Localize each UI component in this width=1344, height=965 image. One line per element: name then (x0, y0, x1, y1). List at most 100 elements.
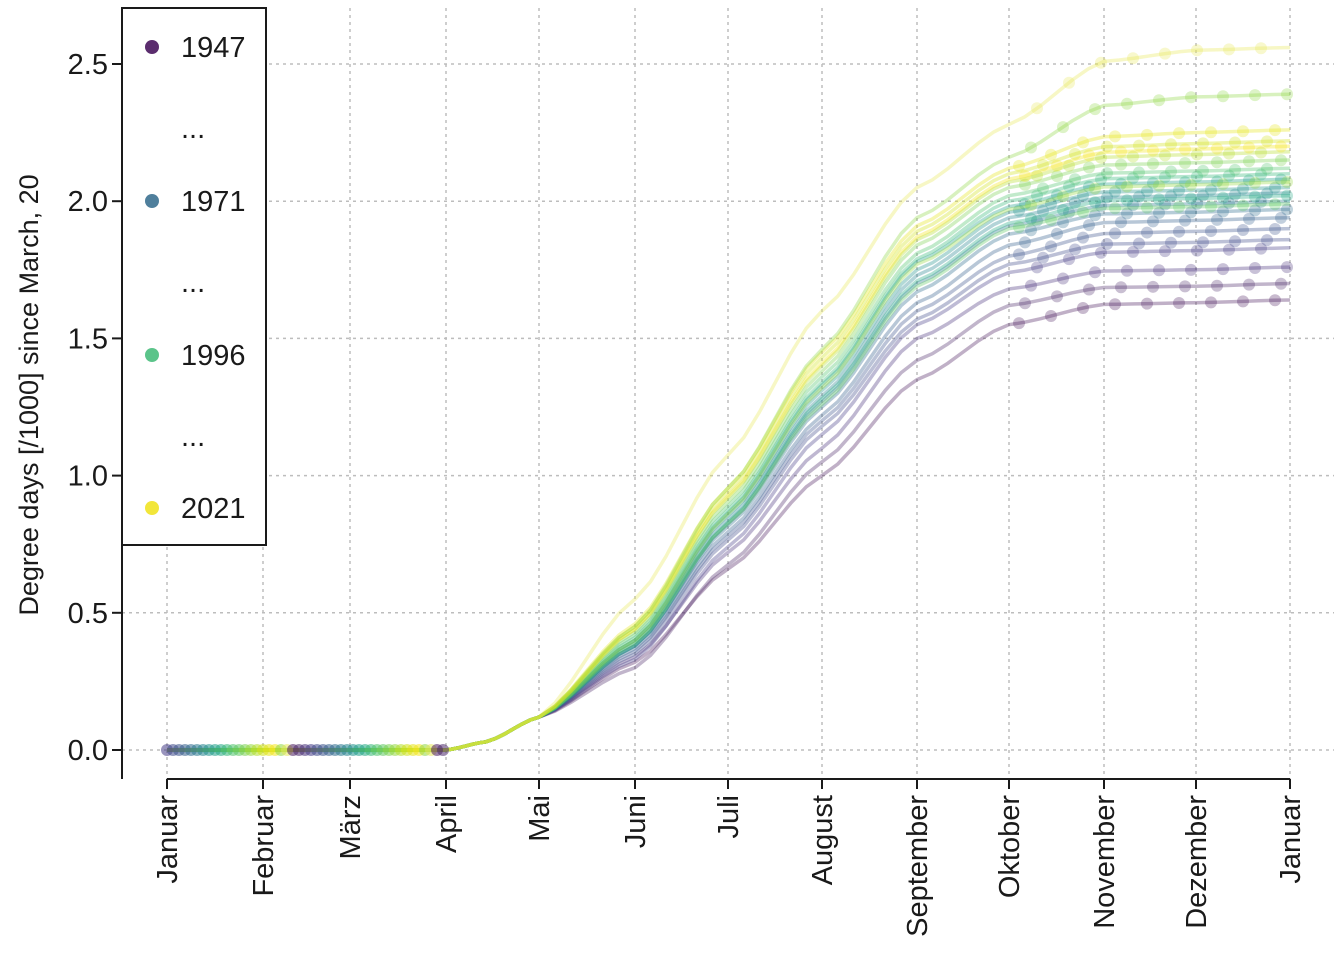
series-point (1211, 156, 1223, 169)
legend-label: 1971 (181, 186, 246, 218)
series-point (1037, 251, 1049, 264)
series-point (1153, 264, 1165, 277)
series-point (1077, 231, 1089, 244)
series-point (1069, 173, 1081, 186)
series-line (167, 265, 1291, 752)
series-point (1281, 189, 1293, 202)
series-point (1153, 206, 1165, 219)
series-point (1211, 175, 1223, 188)
series-point (1275, 211, 1287, 224)
series-point (1217, 205, 1229, 218)
series-point (1191, 44, 1203, 57)
series-line (167, 202, 1291, 752)
series-point (1173, 184, 1185, 197)
series-point (1063, 253, 1075, 266)
y-tick-label: 2.5 (68, 49, 108, 81)
series-point (1133, 237, 1145, 250)
series-point (1031, 189, 1043, 202)
series-point (1121, 264, 1133, 277)
y-tick-label: 2.0 (68, 186, 108, 218)
series-point (1109, 298, 1121, 311)
series-point (1249, 89, 1261, 102)
legend-marker (145, 40, 159, 54)
series-point (1141, 297, 1153, 310)
series-point (1269, 222, 1281, 235)
series-point (1077, 189, 1089, 202)
series-line (167, 150, 1291, 752)
series-point (1217, 178, 1229, 191)
x-tick-label: Mai (524, 795, 556, 842)
series-point (1255, 146, 1267, 159)
series-point (1013, 221, 1025, 234)
series-point (1159, 47, 1171, 60)
series-point (1141, 226, 1153, 239)
series-point (1095, 56, 1107, 69)
y-tick-label: 1.0 (68, 461, 108, 493)
series-point (1083, 219, 1095, 232)
legend-label: ... (181, 267, 205, 299)
series-point (1173, 296, 1185, 309)
series-point (1185, 91, 1197, 104)
series-point (1269, 294, 1281, 307)
series-point (1223, 169, 1235, 182)
series-point (1019, 169, 1031, 182)
series-point (1243, 212, 1255, 225)
series-point (1197, 236, 1209, 249)
series-line (167, 180, 1291, 752)
x-tick-label: April (431, 795, 463, 853)
series-point (1269, 124, 1281, 137)
series-point (1205, 200, 1217, 213)
series-point (1269, 198, 1281, 211)
series-line (167, 298, 1291, 752)
series-line (167, 191, 1291, 752)
series-point (1083, 149, 1095, 162)
series-point (1051, 227, 1063, 240)
series-point (1115, 177, 1127, 190)
series-point (1063, 180, 1075, 193)
series-point (1211, 213, 1223, 226)
series-line (167, 246, 1291, 752)
series-point (1115, 158, 1127, 171)
series-point (1223, 197, 1235, 210)
series-point (1255, 42, 1267, 55)
series-point (1057, 204, 1069, 217)
legend-box (121, 7, 267, 546)
legend-marker (145, 348, 159, 362)
series-point (1243, 174, 1255, 187)
series-point (1101, 167, 1113, 180)
series-point (1127, 150, 1139, 163)
series-point (1025, 212, 1037, 225)
series-line (167, 237, 1291, 752)
series-point (1141, 185, 1153, 198)
series-point (1255, 242, 1267, 255)
series-point (1031, 169, 1043, 182)
series-point (1101, 140, 1113, 153)
series-line (167, 177, 1291, 752)
series-point (1109, 227, 1121, 240)
series-point (1133, 139, 1145, 152)
series-point (1083, 180, 1095, 193)
series-point (1083, 283, 1095, 296)
series-point (1133, 190, 1145, 203)
series-point (1031, 102, 1043, 115)
series-point (1089, 209, 1101, 222)
series-point (1275, 154, 1287, 167)
series-point (1095, 200, 1107, 213)
series-point (1249, 176, 1261, 189)
series-point (1121, 207, 1133, 220)
series-point (1051, 159, 1063, 172)
series-point (1217, 191, 1229, 204)
legend-marker (145, 501, 159, 515)
series-point (1191, 148, 1203, 161)
series-point (1083, 161, 1095, 174)
series-point (1025, 141, 1037, 154)
series-line (167, 144, 1291, 752)
series-point (1191, 244, 1203, 257)
series-point (1153, 94, 1165, 107)
series-point (1243, 155, 1255, 168)
series-point (1159, 171, 1171, 184)
legend-label: 1947 (181, 32, 246, 64)
series-point (1013, 159, 1025, 172)
legend-label: 1996 (181, 340, 246, 372)
